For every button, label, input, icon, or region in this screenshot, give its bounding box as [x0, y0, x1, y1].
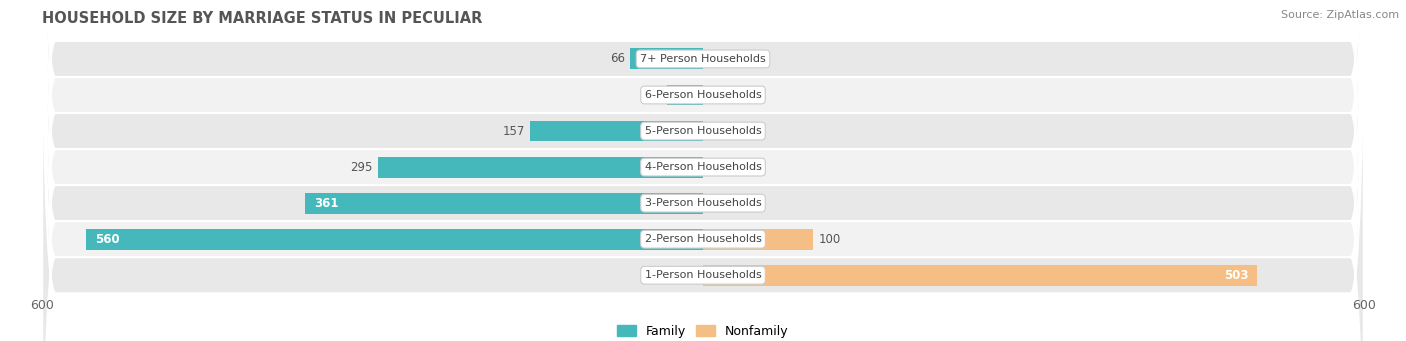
- Text: 7+ Person Households: 7+ Person Households: [640, 54, 766, 64]
- Text: 157: 157: [502, 124, 524, 137]
- Text: 1-Person Households: 1-Person Households: [644, 270, 762, 280]
- Legend: Family, Nonfamily: Family, Nonfamily: [612, 320, 794, 341]
- FancyBboxPatch shape: [42, 0, 1364, 341]
- Bar: [703, 265, 1257, 286]
- Text: 503: 503: [1223, 269, 1249, 282]
- Text: 4-Person Households: 4-Person Households: [644, 162, 762, 172]
- Text: 33: 33: [647, 89, 661, 102]
- Bar: [86, 229, 703, 250]
- Text: 560: 560: [96, 233, 120, 246]
- Text: 0: 0: [709, 124, 716, 137]
- Bar: [530, 121, 703, 142]
- Text: 295: 295: [350, 161, 373, 174]
- Text: 2-Person Households: 2-Person Households: [644, 234, 762, 244]
- Bar: [666, 85, 703, 105]
- Bar: [703, 229, 813, 250]
- Text: 3-Person Households: 3-Person Households: [644, 198, 762, 208]
- Text: 6-Person Households: 6-Person Households: [644, 90, 762, 100]
- Text: 0: 0: [709, 89, 716, 102]
- FancyBboxPatch shape: [42, 0, 1364, 341]
- Text: 5-Person Households: 5-Person Households: [644, 126, 762, 136]
- Text: 66: 66: [610, 53, 624, 65]
- Text: 361: 361: [314, 197, 339, 210]
- Bar: [630, 48, 703, 70]
- Text: 0: 0: [709, 161, 716, 174]
- Text: 0: 0: [690, 269, 697, 282]
- FancyBboxPatch shape: [42, 0, 1364, 341]
- FancyBboxPatch shape: [42, 0, 1364, 341]
- FancyBboxPatch shape: [42, 0, 1364, 341]
- Text: 0: 0: [709, 197, 716, 210]
- Bar: [305, 193, 703, 213]
- Bar: [378, 157, 703, 178]
- Text: 0: 0: [709, 53, 716, 65]
- Text: 100: 100: [818, 233, 841, 246]
- Text: Source: ZipAtlas.com: Source: ZipAtlas.com: [1281, 10, 1399, 20]
- FancyBboxPatch shape: [42, 0, 1364, 341]
- FancyBboxPatch shape: [42, 0, 1364, 341]
- Text: HOUSEHOLD SIZE BY MARRIAGE STATUS IN PECULIAR: HOUSEHOLD SIZE BY MARRIAGE STATUS IN PEC…: [42, 11, 482, 26]
